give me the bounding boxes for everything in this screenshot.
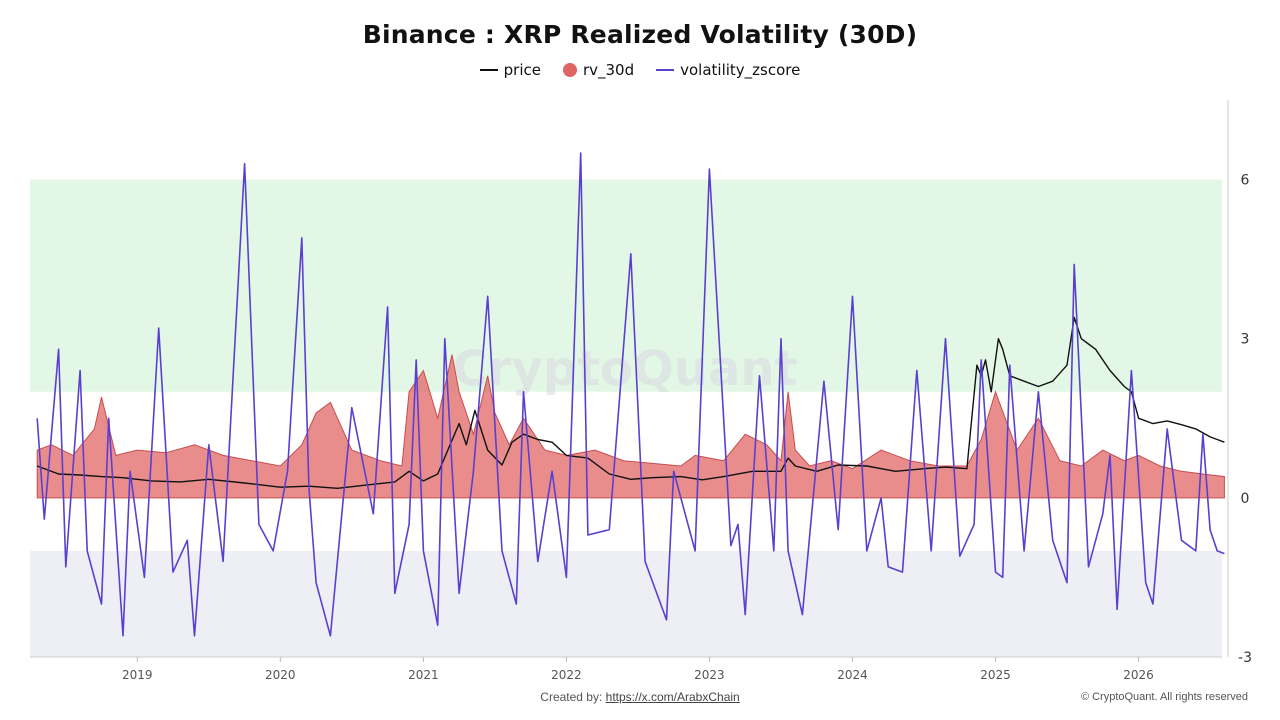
legend-item-price[interactable]: price: [479, 61, 541, 79]
legend-swatch-volatility-zscore: [656, 69, 675, 71]
footer-copyright: © CryptoQuant. All rights reserved: [1080, 691, 1248, 703]
y-tick-label: 0: [1241, 491, 1250, 507]
x-tick-label: 2020: [265, 668, 296, 682]
band-0: [30, 179, 1222, 392]
x-tick-label: 2023: [694, 668, 725, 682]
watermark: CryptoQuant: [453, 341, 798, 397]
chart-title: Binance : XRP Realized Volatility (30D): [362, 20, 918, 49]
legend-label-volatility-zscore: volatility_zscore: [680, 61, 801, 79]
legend-item-rv-30d[interactable]: rv_30d: [562, 61, 635, 79]
footer-credit-link[interactable]: https://x.com/ArabxChain: [605, 690, 740, 704]
x-tick-label: 2021: [408, 668, 439, 682]
legend-label-price: price: [503, 61, 541, 79]
series-line-price: [36, 316, 1225, 489]
x-tick-label: 2019: [122, 668, 153, 682]
legend-label-rv-30d: rv_30d: [582, 61, 635, 79]
x-tick-label: 2026: [1123, 668, 1154, 682]
footer-credit: Created by: https://x.com/ArabxChain: [0, 690, 1280, 704]
legend-swatch-rv-30d: [562, 63, 577, 77]
x-tick-label: 2024: [837, 668, 868, 682]
y-tick-label: 3: [1241, 332, 1250, 348]
legend-item-volatility-zscore[interactable]: volatility_zscore: [656, 61, 800, 79]
x-tick-label: 2022: [551, 668, 582, 682]
series-line-volatility-zscore: [36, 152, 1225, 637]
y-tick-label: 6: [1241, 173, 1250, 189]
footer-credit-prefix: Created by:: [540, 690, 606, 704]
series-area-rv-30d: [36, 354, 1225, 499]
legend-swatch-price: [479, 69, 498, 71]
band-1: [30, 550, 1222, 657]
x-tick-label: 2025: [980, 668, 1011, 682]
chart-legend: price rv_30d volatility_zscore: [0, 61, 1280, 79]
y-tick-label: -3: [1238, 650, 1252, 666]
